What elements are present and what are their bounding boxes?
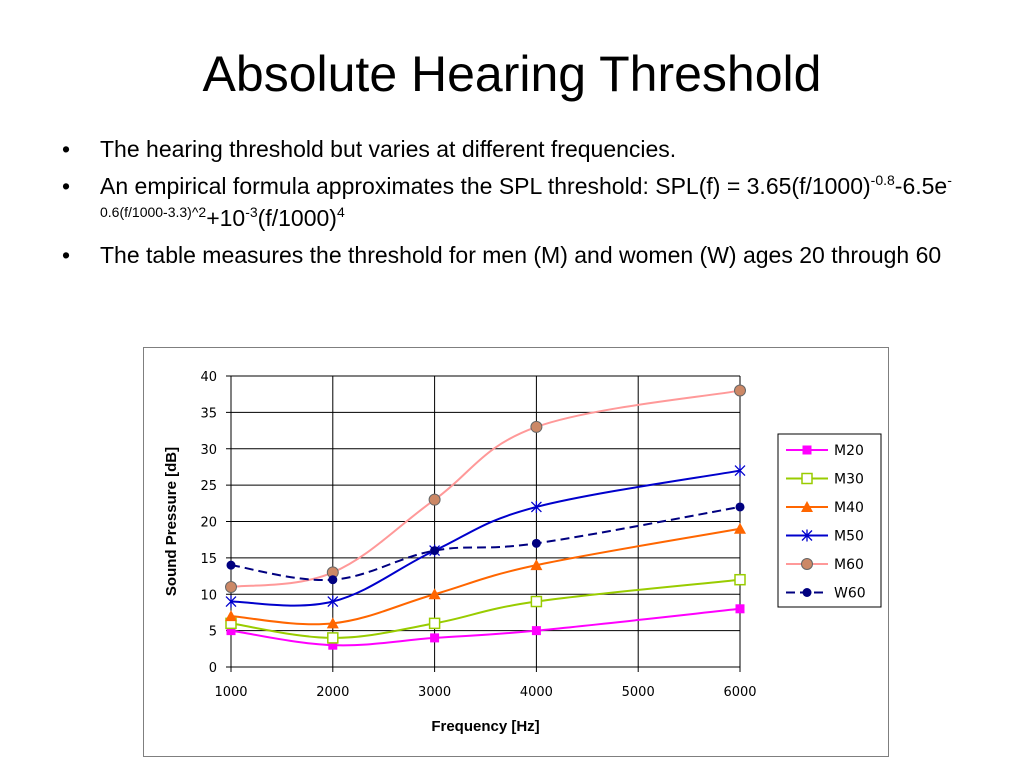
legend-swatch-marker xyxy=(801,472,813,485)
y-tick-label: 5 xyxy=(209,625,217,640)
y-tick-label: 0 xyxy=(209,661,217,676)
series-m50 xyxy=(225,464,746,608)
x-tick-label: 1000 xyxy=(214,685,247,700)
bullet-2-lead: An empirical formula approximates the SP… xyxy=(100,173,871,199)
chart-frame: 0 5 10 15 20 25 30 35 40 1000 2000 3000 4000 5000 6000… xyxy=(143,347,889,757)
data-point-m30 xyxy=(327,632,339,644)
legend-item-w60: W60 xyxy=(786,586,866,602)
legend-item-m60: M60 xyxy=(786,557,864,573)
legend-label: M20 xyxy=(834,443,864,459)
bullet-2: An empirical formula approximates the SP… xyxy=(62,170,962,234)
bullet-3: The table measures the threshold for men… xyxy=(62,239,962,271)
data-point-w60 xyxy=(430,546,440,556)
data-point-m20 xyxy=(226,626,236,636)
data-point-m40 xyxy=(530,559,543,571)
legend-item-m40: M40 xyxy=(786,500,864,516)
formula-part-1: -6.5e xyxy=(894,173,948,199)
data-point-m50 xyxy=(327,595,339,608)
data-point-m20 xyxy=(531,626,541,636)
data-point-m40 xyxy=(734,522,746,534)
bullet-1: The hearing threshold but varies at diff… xyxy=(62,133,962,165)
data-point-m40 xyxy=(326,617,339,629)
data-point-w60 xyxy=(328,575,338,585)
legend-swatch-marker xyxy=(801,501,813,512)
legend-item-m50: M50 xyxy=(786,529,864,545)
y-tick-label: 25 xyxy=(200,479,217,494)
x-tick-label: 4000 xyxy=(520,685,553,700)
data-point-m20 xyxy=(735,604,745,614)
y-tick-label: 10 xyxy=(200,588,217,603)
legend-label: M30 xyxy=(834,472,864,488)
bullet-list: The hearing threshold but varies at diff… xyxy=(62,133,962,276)
legend: M20 M30 M40 M50 M60 W60 xyxy=(777,433,882,608)
data-point-m30 xyxy=(428,617,441,630)
legend-label: W60 xyxy=(834,586,866,602)
data-point-m60 xyxy=(530,420,543,433)
data-point-m40 xyxy=(428,588,441,600)
data-point-m40 xyxy=(225,610,237,622)
legend-label: M50 xyxy=(834,529,864,545)
bullet-3-text: The table measures the threshold for men… xyxy=(100,242,942,268)
x-tick-label: 5000 xyxy=(622,685,655,700)
data-point-m50 xyxy=(530,500,542,513)
series-line-m50 xyxy=(230,469,741,607)
series-m30 xyxy=(225,573,746,644)
legend-swatch-marker xyxy=(802,445,812,455)
series-m60 xyxy=(225,384,746,593)
legend-swatch-marker xyxy=(801,558,813,570)
legend-swatch-marker xyxy=(802,588,812,597)
formula-exp-2: -0.6(f/1000-3.3)^2 xyxy=(100,172,952,220)
formula-exp-3: -3 xyxy=(245,204,258,220)
data-point-m50 xyxy=(734,464,746,477)
data-point-m60 xyxy=(428,493,441,506)
data-point-w60 xyxy=(531,538,541,548)
legend-box xyxy=(777,433,882,608)
legend-item-m20: M20 xyxy=(786,443,864,459)
y-tick-label: 35 xyxy=(200,406,217,421)
data-point-m30 xyxy=(530,595,543,608)
y-tick-label: 20 xyxy=(200,516,217,531)
formula-part-2: +10 xyxy=(206,205,246,231)
series-line-m40 xyxy=(230,527,741,626)
series-m40 xyxy=(225,522,746,629)
data-point-m30 xyxy=(734,573,746,586)
y-axis-title: Sound Pressure [dB] xyxy=(163,447,180,596)
axis-layer: 0 5 10 15 20 25 30 35 40 1000 2000 3000 4000 5000 6000 xyxy=(200,370,756,700)
legend-label: M60 xyxy=(834,557,864,573)
data-point-m20 xyxy=(328,640,338,650)
legend-label: M40 xyxy=(834,500,864,516)
x-tick-label: 2000 xyxy=(316,685,349,700)
y-tick-label: 30 xyxy=(200,443,217,458)
data-point-m50 xyxy=(225,595,237,608)
series-layer xyxy=(225,384,746,650)
data-point-w60 xyxy=(735,502,745,512)
bullet-1-text: The hearing threshold but varies at diff… xyxy=(100,136,677,162)
legend-swatch-marker xyxy=(801,529,813,542)
slide-title: Absolute Hearing Threshold xyxy=(202,46,822,102)
series-w60 xyxy=(226,502,745,585)
series-m20 xyxy=(226,604,745,650)
series-line-m20 xyxy=(230,607,741,647)
formula-exp-1: -0.8 xyxy=(870,172,895,188)
series-line-m30 xyxy=(230,578,741,639)
line-chart: 0 5 10 15 20 25 30 35 40 1000 2000 3000 4000 5000 6000… xyxy=(163,370,882,735)
formula-exp-4: 4 xyxy=(336,204,345,220)
data-point-m60 xyxy=(225,580,237,593)
series-line-w60 xyxy=(230,505,741,582)
x-tick-label: 3000 xyxy=(418,685,451,700)
y-tick-label: 40 xyxy=(200,370,217,385)
y-tick-label: 15 xyxy=(200,552,217,567)
x-axis-title: Frequency [Hz] xyxy=(431,718,539,735)
formula-part-3: (f/1000) xyxy=(257,205,337,231)
data-point-m60 xyxy=(734,384,746,397)
data-point-m20 xyxy=(430,633,440,643)
x-tick-label: 6000 xyxy=(723,685,756,700)
legend-item-m30: M30 xyxy=(786,472,864,488)
data-point-w60 xyxy=(226,560,236,570)
